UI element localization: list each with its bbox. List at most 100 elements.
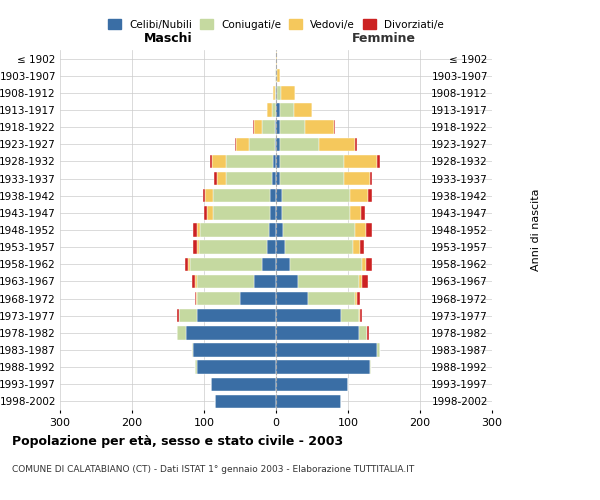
Bar xyxy=(212,189,270,202)
Bar xyxy=(367,326,369,340)
Bar xyxy=(204,206,207,220)
Bar xyxy=(207,206,212,220)
Text: Popolazione per età, sesso e stato civile - 2003: Popolazione per età, sesso e stato civil… xyxy=(12,435,343,448)
Bar xyxy=(276,154,280,168)
Bar xyxy=(355,138,356,151)
Bar xyxy=(193,344,276,356)
Bar xyxy=(362,258,366,271)
Bar xyxy=(281,86,295,100)
Bar xyxy=(276,69,277,82)
Bar xyxy=(284,240,353,254)
Bar xyxy=(212,206,270,220)
Bar xyxy=(212,154,226,168)
Bar xyxy=(361,206,365,220)
Bar xyxy=(276,292,308,306)
Bar xyxy=(276,394,341,408)
Bar xyxy=(197,309,276,322)
Bar xyxy=(272,172,276,186)
Bar xyxy=(344,154,377,168)
Bar xyxy=(276,240,284,254)
Bar xyxy=(266,104,272,117)
Bar xyxy=(226,154,273,168)
Bar xyxy=(272,104,276,117)
Bar xyxy=(196,360,197,374)
Y-axis label: Anni di nascita: Anni di nascita xyxy=(532,188,541,271)
Bar xyxy=(276,360,370,374)
Bar xyxy=(366,258,372,271)
Bar xyxy=(276,258,290,271)
Bar xyxy=(276,224,283,236)
Bar xyxy=(270,206,276,220)
Bar xyxy=(275,138,276,151)
Bar xyxy=(366,224,372,236)
Bar xyxy=(356,292,359,306)
Bar xyxy=(240,292,276,306)
Bar xyxy=(226,172,272,186)
Bar xyxy=(178,326,186,340)
Bar xyxy=(276,120,280,134)
Bar xyxy=(200,224,269,236)
Bar xyxy=(359,326,367,340)
Bar xyxy=(205,189,212,202)
Bar xyxy=(276,274,298,288)
Bar xyxy=(370,360,371,374)
Bar xyxy=(276,104,280,117)
Bar xyxy=(275,69,276,82)
Bar xyxy=(199,240,268,254)
Bar xyxy=(197,240,199,254)
Bar xyxy=(350,206,361,220)
Bar xyxy=(276,52,277,66)
Bar xyxy=(359,309,360,322)
Bar xyxy=(275,86,276,100)
Bar xyxy=(353,240,360,254)
Bar xyxy=(280,172,344,186)
Text: COMUNE DI CALATABIANO (CT) - Dati ISTAT 1° gennaio 2003 - Elaborazione TUTTITALI: COMUNE DI CALATABIANO (CT) - Dati ISTAT … xyxy=(12,465,414,474)
Bar xyxy=(276,189,282,202)
Bar xyxy=(377,154,380,168)
Bar xyxy=(280,104,294,117)
Bar xyxy=(368,189,373,202)
Bar xyxy=(341,309,359,322)
Bar xyxy=(197,274,254,288)
Bar xyxy=(236,138,250,151)
Bar xyxy=(276,172,280,186)
Bar xyxy=(194,292,196,306)
Bar xyxy=(277,69,280,82)
Bar xyxy=(276,326,359,340)
Bar xyxy=(235,138,236,151)
Bar xyxy=(305,120,334,134)
Bar xyxy=(193,224,197,236)
Bar xyxy=(282,189,350,202)
Bar xyxy=(270,189,276,202)
Bar xyxy=(280,154,344,168)
Bar xyxy=(179,309,197,322)
Bar xyxy=(298,274,359,288)
Bar xyxy=(273,154,276,168)
Bar xyxy=(269,224,276,236)
Bar xyxy=(350,189,368,202)
Legend: Celibi/Nubili, Coniugati/e, Vedovi/e, Divorziati/e: Celibi/Nubili, Coniugati/e, Vedovi/e, Di… xyxy=(104,15,448,34)
Bar xyxy=(192,344,193,356)
Bar xyxy=(262,258,276,271)
Bar xyxy=(253,120,254,134)
Bar xyxy=(334,120,335,134)
Bar xyxy=(197,360,276,374)
Bar xyxy=(197,292,240,306)
Bar xyxy=(276,309,341,322)
Bar xyxy=(283,224,355,236)
Bar xyxy=(344,172,370,186)
Bar xyxy=(203,189,205,202)
Bar xyxy=(290,258,362,271)
Text: Maschi: Maschi xyxy=(143,32,193,45)
Bar xyxy=(360,240,364,254)
Bar xyxy=(178,309,179,322)
Bar xyxy=(275,120,276,134)
Bar xyxy=(214,172,217,186)
Bar xyxy=(215,394,276,408)
Bar xyxy=(268,240,276,254)
Bar xyxy=(254,120,262,134)
Text: Femmine: Femmine xyxy=(352,32,416,45)
Bar xyxy=(377,344,380,356)
Bar xyxy=(254,274,276,288)
Bar xyxy=(319,138,355,151)
